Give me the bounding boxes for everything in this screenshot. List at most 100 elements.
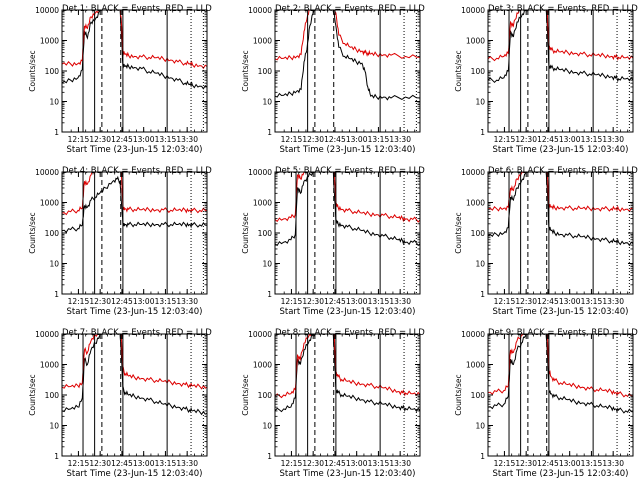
y-tick-label: 10 <box>262 422 272 431</box>
y-tick-label: 1 <box>480 128 485 137</box>
series-line-red-det-9 <box>488 334 633 398</box>
panel-title: Det 9: BLACK = Events, RED = LLD <box>488 328 638 338</box>
y-axis-label: Counts/sec <box>28 374 37 415</box>
x-tick-label: 13:30 <box>389 459 411 468</box>
x-axis-label: Start Time (23-Jun-15 12:03:40) <box>67 145 203 155</box>
x-tick-label: 12:30 <box>302 297 324 306</box>
y-tick-label: 10000 <box>35 330 59 339</box>
x-tick-label: 13:15 <box>581 459 603 468</box>
y-tick-label: 10000 <box>248 330 272 339</box>
y-tick-label: 100 <box>258 67 273 76</box>
series-line-black-det-2 <box>275 10 420 101</box>
x-tick-label: 12:15 <box>281 135 303 144</box>
plot-frame <box>487 171 634 295</box>
series-line-black-det-3 <box>488 10 633 83</box>
panel-title: Det 6: BLACK = Events, RED = LLD <box>488 166 638 176</box>
x-tick-label: 13:30 <box>389 135 411 144</box>
panel-title: Det 4: BLACK = Events, RED = LLD <box>62 166 212 176</box>
y-tick-label: 10000 <box>248 168 272 177</box>
y-axis-label: Counts/sec <box>454 50 463 91</box>
x-tick-label: 12:30 <box>89 459 111 468</box>
x-axis-label: Start Time (23-Jun-15 12:03:40) <box>280 307 416 317</box>
x-tick-label: 13:00 <box>133 297 155 306</box>
y-tick-label: 1000 <box>253 37 272 46</box>
y-tick-label: 100 <box>45 229 60 238</box>
panel-det-6: 1 10 100 1000 10000 12:15 12:30 12:45 13:00 13:15… <box>454 166 638 317</box>
x-tick-label: 12:30 <box>515 297 537 306</box>
panel-det-5: 1 10 100 1000 10000 12:15 12:30 12:45 13:00 13:15… <box>241 166 425 317</box>
x-tick-label: 12:15 <box>494 459 516 468</box>
y-axis-label: Counts/sec <box>28 50 37 91</box>
x-tick-label: 12:45 <box>111 135 133 144</box>
x-axis-label: Start Time (23-Jun-15 12:03:40) <box>493 145 629 155</box>
y-tick-label: 1000 <box>466 37 485 46</box>
x-tick-label: 13:15 <box>581 135 603 144</box>
x-tick-label: 13:00 <box>346 135 368 144</box>
panel-title: Det 8: BLACK = Events, RED = LLD <box>275 328 425 338</box>
x-tick-label: 12:15 <box>494 135 516 144</box>
x-tick-label: 13:30 <box>602 297 624 306</box>
x-tick-label: 13:30 <box>176 459 198 468</box>
y-tick-label: 1 <box>267 128 272 137</box>
y-tick-label: 1000 <box>40 37 59 46</box>
x-tick-label: 13:00 <box>559 297 581 306</box>
y-tick-label: 10 <box>262 98 272 107</box>
x-tick-label: 13:15 <box>155 135 177 144</box>
y-tick-label: 10000 <box>248 6 272 15</box>
panel-det-7: 1 10 100 1000 10000 12:15 12:30 12:45 13:00 13:15… <box>28 328 212 479</box>
panel-det-2: 1 10 100 1000 10000 12:15 12:30 12:45 13:00 13:15… <box>241 4 425 155</box>
x-axis-label: Start Time (23-Jun-15 12:03:40) <box>493 307 629 317</box>
x-tick-label: 12:30 <box>302 459 324 468</box>
y-tick-label: 10000 <box>35 168 59 177</box>
y-tick-label: 100 <box>45 391 60 400</box>
y-axis-label: Counts/sec <box>28 212 37 253</box>
y-tick-label: 10 <box>49 260 59 269</box>
panel-title: Det 2: BLACK = Events, RED = LLD <box>275 4 425 14</box>
y-axis-label: Counts/sec <box>454 212 463 253</box>
x-tick-label: 13:15 <box>368 459 390 468</box>
x-axis-label: Start Time (23-Jun-15 12:03:40) <box>67 307 203 317</box>
x-tick-label: 13:15 <box>368 297 390 306</box>
series-line-black-det-7 <box>62 334 207 416</box>
x-tick-label: 13:30 <box>176 297 198 306</box>
x-tick-label: 12:15 <box>68 297 90 306</box>
y-tick-label: 100 <box>471 391 486 400</box>
panel-det-3: 1 10 100 1000 10000 12:15 12:30 12:45 13:00 13:15… <box>454 4 638 155</box>
x-tick-label: 12:45 <box>111 297 133 306</box>
x-tick-label: 12:15 <box>281 459 303 468</box>
x-tick-label: 13:00 <box>559 459 581 468</box>
plot-frame <box>487 333 634 457</box>
x-tick-label: 12:45 <box>324 135 346 144</box>
y-tick-label: 100 <box>258 391 273 400</box>
y-tick-label: 10000 <box>461 168 485 177</box>
x-tick-label: 13:30 <box>602 135 624 144</box>
x-tick-label: 13:15 <box>581 297 603 306</box>
y-tick-label: 1000 <box>466 361 485 370</box>
y-tick-label: 100 <box>471 229 486 238</box>
x-tick-label: 12:15 <box>494 297 516 306</box>
y-tick-label: 1000 <box>253 361 272 370</box>
y-tick-label: 1000 <box>253 199 272 208</box>
x-tick-label: 12:30 <box>515 135 537 144</box>
x-axis-label: Start Time (23-Jun-15 12:03:40) <box>280 145 416 155</box>
x-tick-label: 13:00 <box>133 459 155 468</box>
y-tick-label: 1000 <box>40 199 59 208</box>
x-tick-label: 12:30 <box>89 135 111 144</box>
y-axis-label: Counts/sec <box>454 374 463 415</box>
x-tick-label: 13:30 <box>389 297 411 306</box>
y-tick-label: 1000 <box>40 361 59 370</box>
y-tick-label: 10 <box>262 260 272 269</box>
y-tick-label: 100 <box>471 67 486 76</box>
x-tick-label: 12:15 <box>281 297 303 306</box>
y-axis-label: Counts/sec <box>241 212 250 253</box>
y-axis-label: Counts/sec <box>241 50 250 91</box>
y-tick-label: 10000 <box>461 330 485 339</box>
x-tick-label: 12:30 <box>515 459 537 468</box>
x-axis-label: Start Time (23-Jun-15 12:03:40) <box>280 469 416 479</box>
y-tick-label: 10000 <box>461 6 485 15</box>
y-axis-label: Counts/sec <box>241 374 250 415</box>
panel-title: Det 3: BLACK = Events, RED = LLD <box>488 4 638 14</box>
y-tick-label: 10 <box>475 260 485 269</box>
y-tick-label: 100 <box>45 67 60 76</box>
x-tick-label: 13:15 <box>155 459 177 468</box>
